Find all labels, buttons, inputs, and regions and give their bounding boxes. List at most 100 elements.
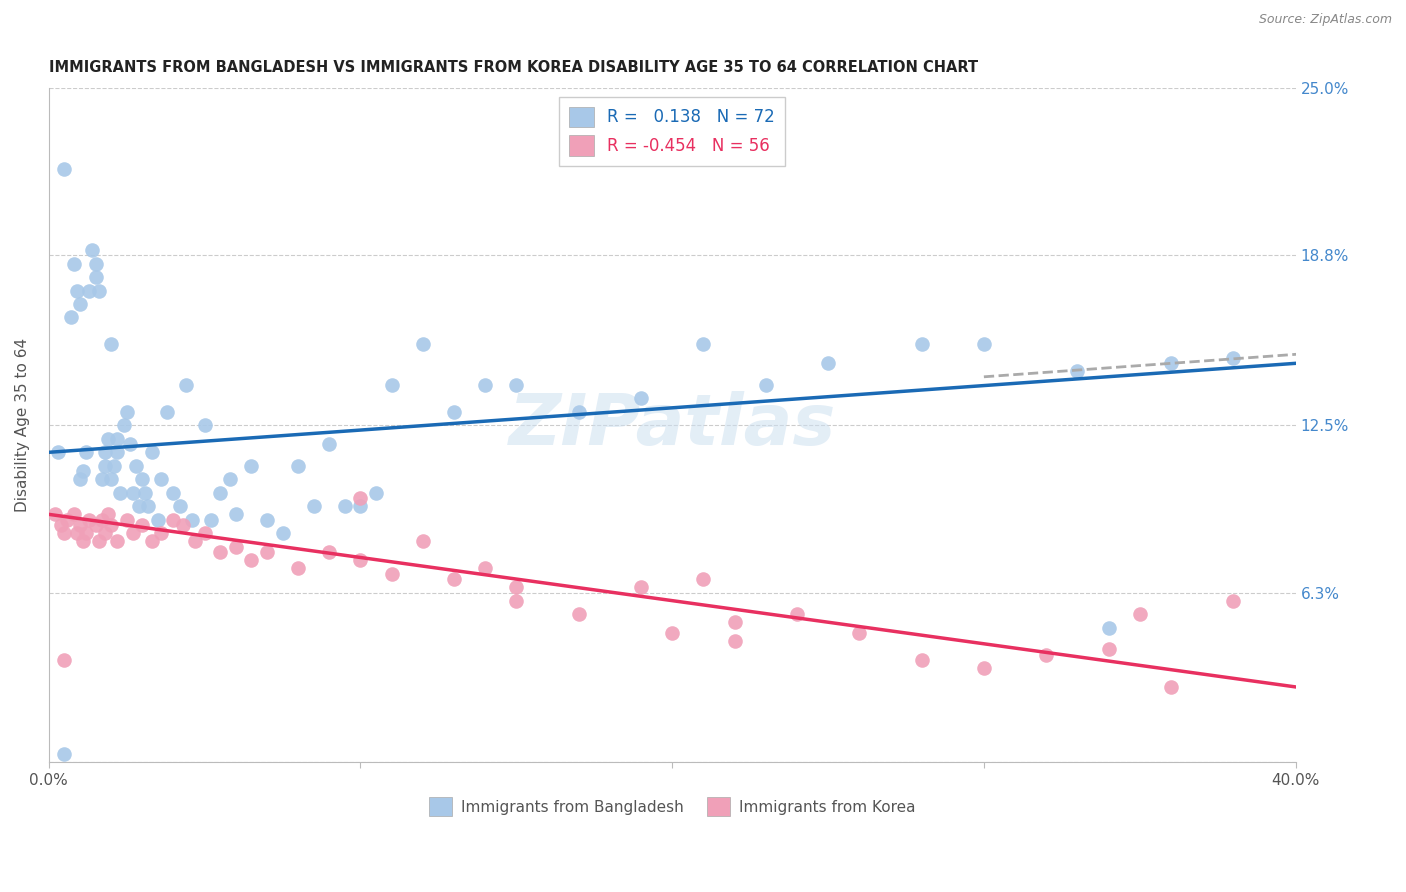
Point bbox=[349, 491, 371, 505]
Point bbox=[381, 566, 404, 581]
Point bbox=[69, 518, 91, 533]
Point bbox=[349, 553, 371, 567]
Point bbox=[240, 458, 263, 473]
Point bbox=[225, 508, 247, 522]
Point bbox=[72, 464, 94, 478]
Point bbox=[333, 500, 356, 514]
Point bbox=[156, 405, 179, 419]
Point bbox=[84, 256, 107, 270]
Point bbox=[287, 458, 309, 473]
Point bbox=[568, 405, 591, 419]
Point bbox=[1035, 648, 1057, 662]
Point bbox=[149, 472, 172, 486]
Point bbox=[122, 485, 145, 500]
Point bbox=[122, 526, 145, 541]
Point bbox=[194, 526, 217, 541]
Point bbox=[661, 626, 683, 640]
Point bbox=[44, 508, 66, 522]
Point bbox=[69, 297, 91, 311]
Point bbox=[169, 500, 191, 514]
Point bbox=[100, 337, 122, 351]
Point bbox=[75, 445, 97, 459]
Point bbox=[105, 534, 128, 549]
Point bbox=[115, 405, 138, 419]
Point bbox=[412, 534, 434, 549]
Point bbox=[84, 518, 107, 533]
Point bbox=[1097, 642, 1119, 657]
Point bbox=[287, 561, 309, 575]
Point bbox=[94, 458, 117, 473]
Point bbox=[1129, 607, 1152, 621]
Point bbox=[630, 580, 652, 594]
Point bbox=[910, 337, 932, 351]
Point bbox=[505, 593, 527, 607]
Point bbox=[755, 378, 778, 392]
Point bbox=[90, 513, 112, 527]
Point bbox=[77, 513, 100, 527]
Text: IMMIGRANTS FROM BANGLADESH VS IMMIGRANTS FROM KOREA DISABILITY AGE 35 TO 64 CORR: IMMIGRANTS FROM BANGLADESH VS IMMIGRANTS… bbox=[49, 60, 979, 75]
Point bbox=[62, 508, 84, 522]
Point bbox=[318, 437, 340, 451]
Point bbox=[1097, 621, 1119, 635]
Point bbox=[194, 418, 217, 433]
Point bbox=[568, 607, 591, 621]
Point bbox=[723, 634, 745, 648]
Point bbox=[94, 445, 117, 459]
Point bbox=[848, 626, 870, 640]
Point bbox=[103, 458, 125, 473]
Point bbox=[381, 378, 404, 392]
Point bbox=[240, 553, 263, 567]
Point bbox=[46, 445, 69, 459]
Point bbox=[174, 378, 197, 392]
Point bbox=[318, 545, 340, 559]
Point bbox=[125, 458, 148, 473]
Point bbox=[110, 485, 132, 500]
Point bbox=[90, 472, 112, 486]
Text: Source: ZipAtlas.com: Source: ZipAtlas.com bbox=[1258, 13, 1392, 27]
Point bbox=[910, 653, 932, 667]
Point bbox=[66, 284, 89, 298]
Y-axis label: Disability Age 35 to 64: Disability Age 35 to 64 bbox=[15, 338, 30, 512]
Point bbox=[474, 561, 496, 575]
Point bbox=[97, 508, 120, 522]
Point bbox=[364, 485, 387, 500]
Point bbox=[505, 378, 527, 392]
Point bbox=[271, 526, 294, 541]
Point bbox=[443, 572, 465, 586]
Point bbox=[817, 356, 839, 370]
Point bbox=[412, 337, 434, 351]
Point bbox=[723, 615, 745, 630]
Point bbox=[141, 534, 163, 549]
Point bbox=[134, 485, 156, 500]
Point bbox=[630, 392, 652, 406]
Point bbox=[225, 540, 247, 554]
Point bbox=[973, 337, 995, 351]
Point bbox=[973, 661, 995, 675]
Point bbox=[218, 472, 240, 486]
Point bbox=[100, 472, 122, 486]
Point bbox=[256, 513, 278, 527]
Point bbox=[87, 284, 110, 298]
Point bbox=[66, 526, 89, 541]
Point bbox=[72, 534, 94, 549]
Point bbox=[84, 270, 107, 285]
Point bbox=[200, 513, 222, 527]
Point bbox=[62, 256, 84, 270]
Point bbox=[131, 518, 153, 533]
Point bbox=[94, 526, 117, 541]
Point bbox=[53, 526, 76, 541]
Point bbox=[77, 284, 100, 298]
Point bbox=[1222, 351, 1244, 365]
Point bbox=[87, 534, 110, 549]
Point bbox=[505, 580, 527, 594]
Point bbox=[692, 572, 714, 586]
Point bbox=[59, 310, 82, 325]
Point bbox=[141, 445, 163, 459]
Point bbox=[69, 472, 91, 486]
Point bbox=[184, 534, 207, 549]
Text: ZIPatlas: ZIPatlas bbox=[509, 391, 835, 460]
Point bbox=[474, 378, 496, 392]
Point bbox=[118, 437, 141, 451]
Point bbox=[105, 432, 128, 446]
Point bbox=[75, 526, 97, 541]
